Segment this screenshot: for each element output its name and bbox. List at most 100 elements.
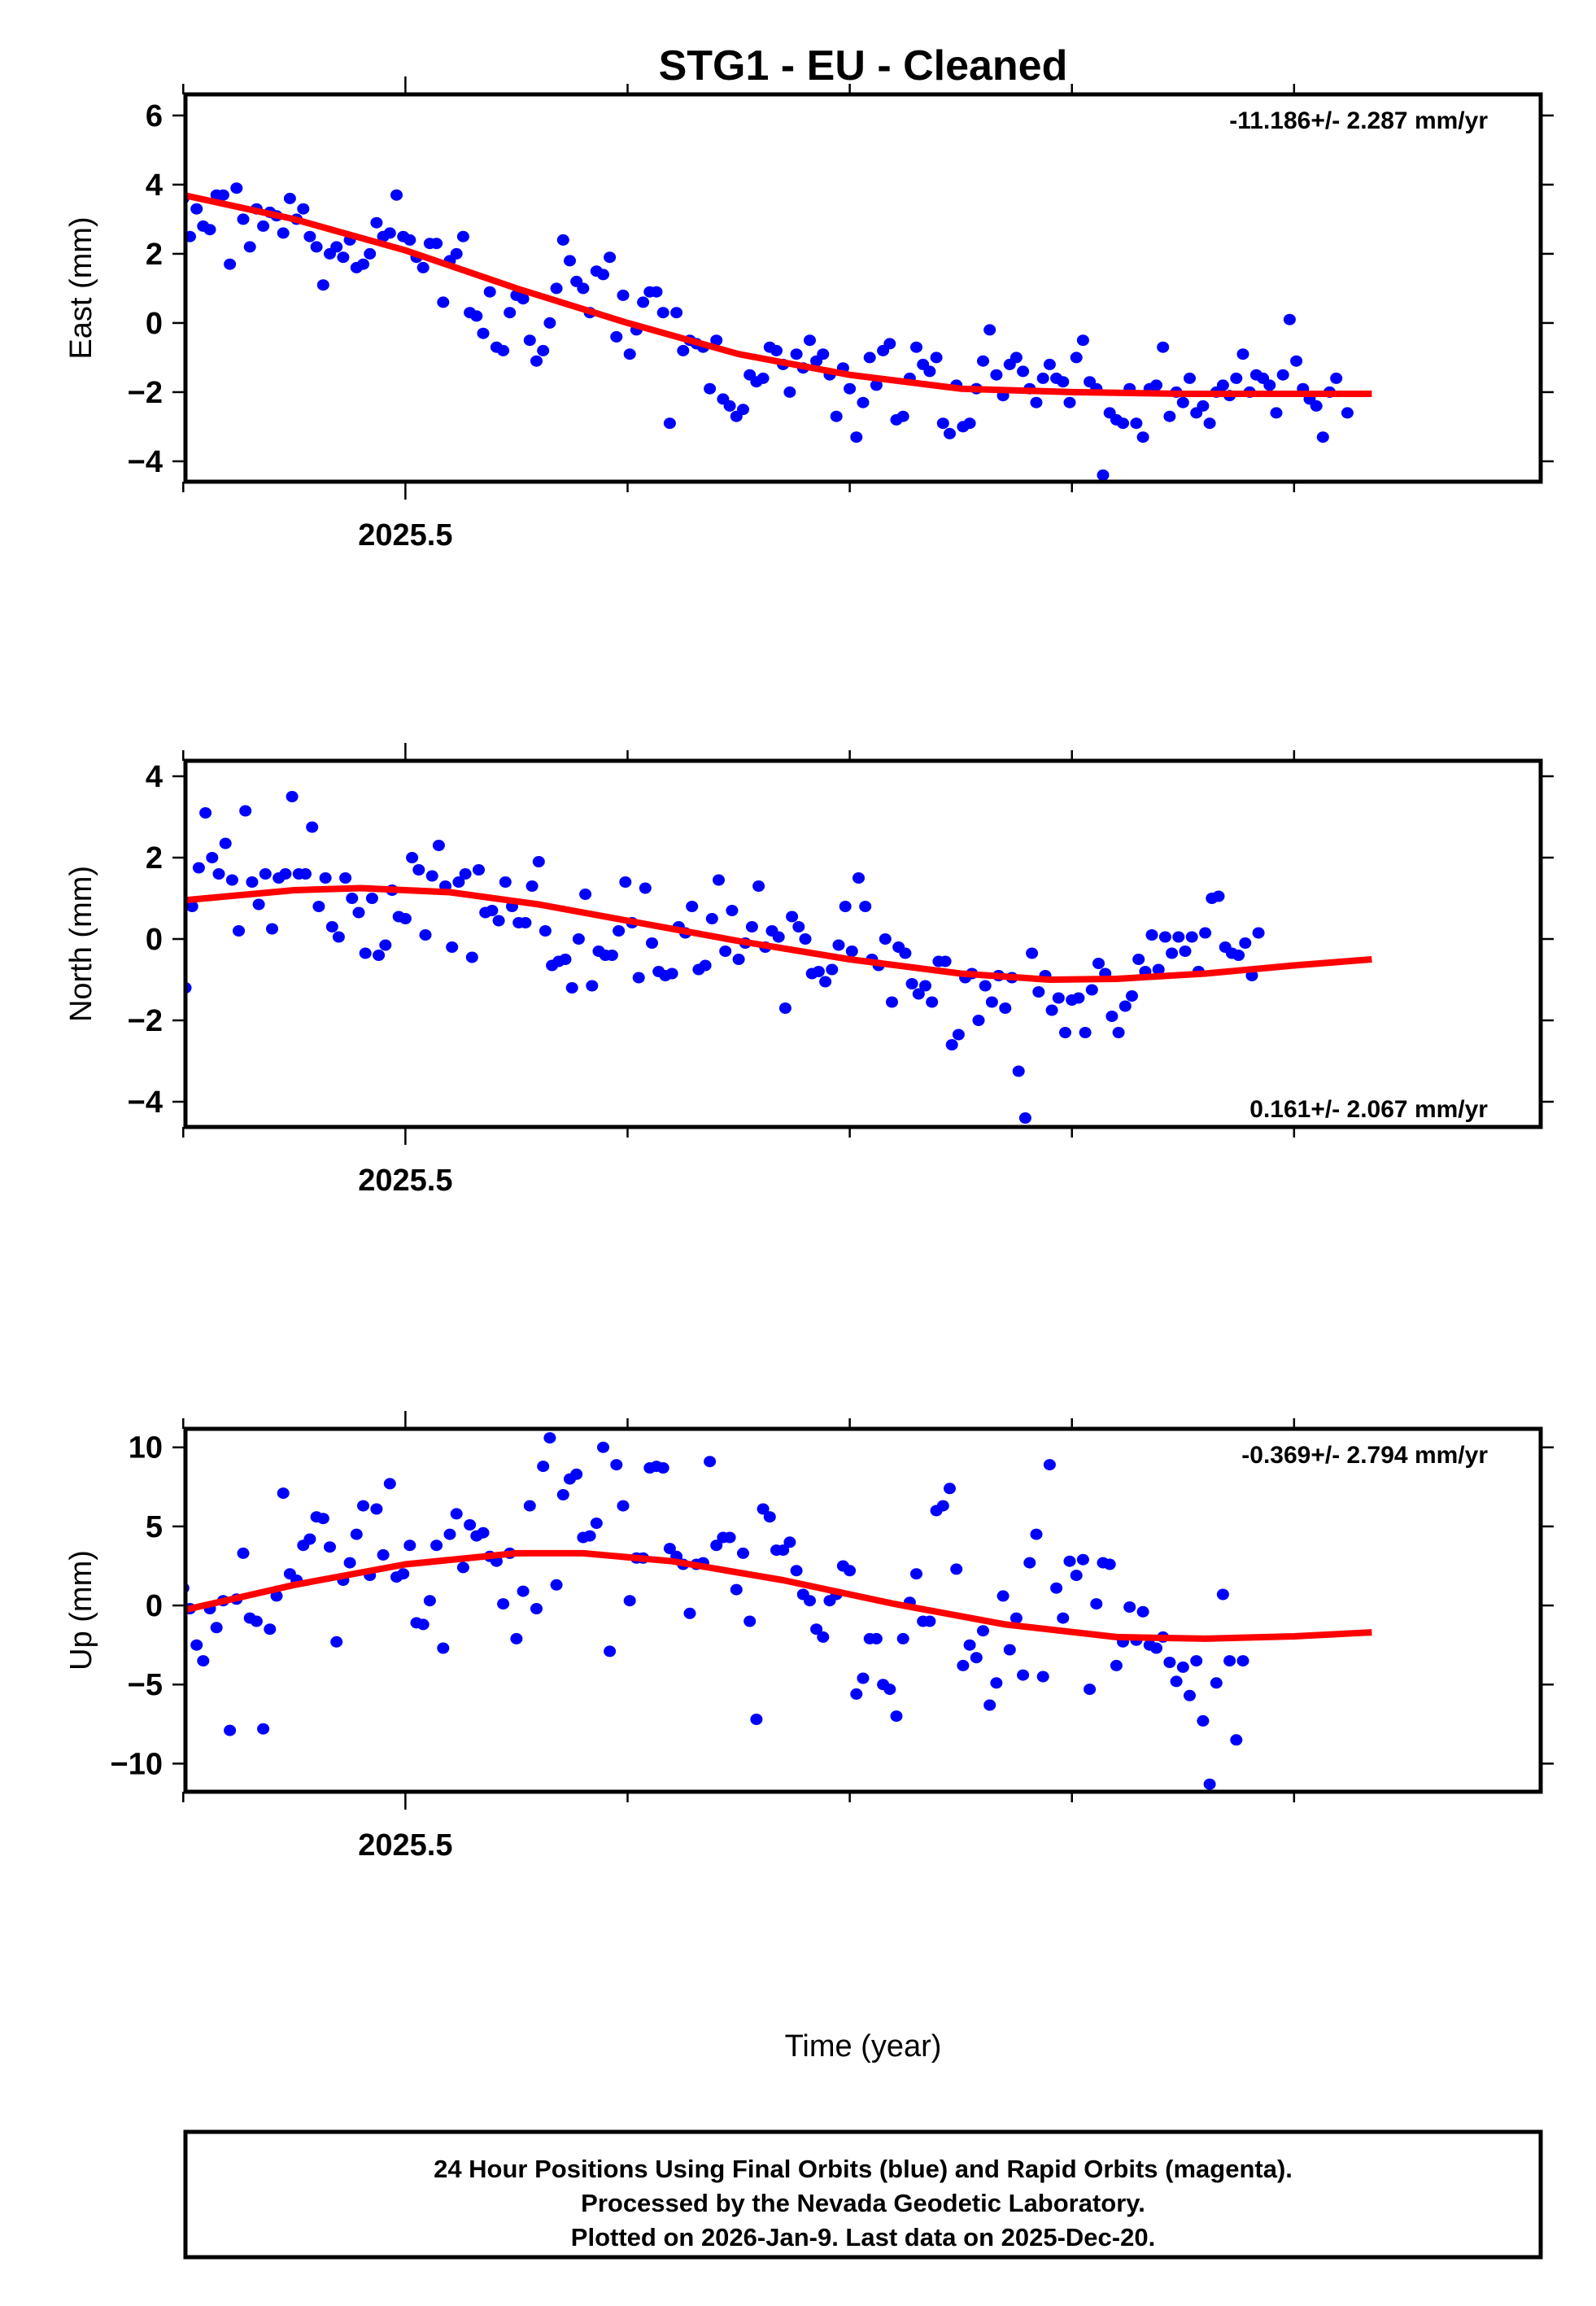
data-point — [804, 334, 816, 347]
data-point — [972, 1015, 985, 1026]
data-point — [944, 1483, 956, 1495]
data-point — [699, 959, 712, 972]
data-point — [352, 906, 365, 919]
footer-frame — [183, 2129, 1543, 2260]
data-point — [883, 1684, 896, 1696]
east-panel: 6 4 2 0 −2 −4 2025.5 East (mm) -11.186+/- 2.287 … — [15, 76, 1554, 552]
y-tick-label: 0 — [146, 1589, 163, 1623]
data-point — [1026, 947, 1039, 959]
data-point — [1045, 1004, 1058, 1016]
data-point — [120, 895, 132, 906]
data-point — [1130, 417, 1143, 430]
data-point — [604, 251, 617, 264]
data-point — [1017, 1669, 1030, 1681]
data-point — [224, 258, 237, 270]
data-point — [1341, 407, 1354, 419]
data-point — [95, 113, 107, 124]
data-point — [171, 1630, 183, 1641]
data-point — [750, 1714, 763, 1725]
data-point — [1157, 341, 1170, 353]
data-point — [230, 182, 243, 194]
data-point — [306, 821, 319, 833]
data-point — [510, 1632, 523, 1644]
data-point — [604, 1645, 617, 1657]
data-point — [133, 897, 145, 908]
data-point — [26, 944, 38, 955]
data-point — [1230, 1734, 1243, 1746]
footer-line-2: Processed by the Nevada Geodetic Laborat… — [581, 2189, 1145, 2217]
data-point — [963, 417, 976, 430]
data-point — [857, 1672, 870, 1684]
data-point — [763, 1511, 776, 1523]
data-point — [912, 988, 925, 1000]
data-point — [312, 901, 325, 912]
data-point — [1172, 931, 1185, 943]
data-point — [845, 946, 858, 957]
data-point — [279, 868, 292, 880]
data-point — [726, 905, 739, 916]
data-point — [430, 238, 443, 250]
data-point — [397, 1568, 410, 1580]
data-point — [225, 874, 238, 886]
data-point — [826, 963, 839, 976]
data-point — [370, 216, 383, 229]
data-point — [55, 162, 68, 173]
data-point — [53, 913, 65, 924]
velocity-rate-label: -11.186+/- 2.287 mm/yr — [1229, 107, 1488, 134]
data-point — [550, 1579, 563, 1591]
data-point — [185, 901, 198, 912]
data-point — [870, 1632, 883, 1644]
data-point — [1119, 1000, 1132, 1012]
data-point — [364, 247, 377, 260]
data-point — [104, 1481, 116, 1492]
data-point — [677, 344, 690, 356]
data-point — [319, 872, 332, 884]
data-point — [437, 1642, 450, 1654]
data-point — [1032, 986, 1045, 998]
data-point — [286, 791, 299, 802]
data-point — [166, 889, 178, 900]
data-point — [570, 1468, 583, 1480]
data-point — [879, 933, 892, 945]
data-point — [243, 241, 256, 253]
data-point — [1163, 1657, 1176, 1668]
data-point — [1017, 365, 1030, 378]
data-point — [206, 852, 219, 863]
data-point — [1283, 313, 1296, 325]
data-point — [456, 1561, 469, 1574]
data-point — [250, 1615, 263, 1627]
data-point — [713, 874, 725, 886]
data-point — [37, 1679, 50, 1690]
data-point — [790, 348, 803, 360]
data-point — [1023, 1557, 1036, 1569]
data-point — [1030, 396, 1043, 408]
data-point — [157, 1561, 169, 1572]
data-point — [832, 939, 845, 951]
x-tick-label: 2025.5 — [358, 518, 452, 552]
data-point — [1203, 417, 1216, 430]
data-point — [102, 196, 114, 207]
data-point — [656, 307, 669, 319]
footer-box: 24 Hour Positions Using Final Orbits (bl… — [183, 2129, 1543, 2260]
data-point — [190, 203, 203, 215]
footer-line-1: 24 Hour Positions Using Final Orbits (bl… — [434, 2155, 1293, 2183]
velocity-rate-label: 0.161+/- 2.067 mm/yr — [1249, 1096, 1488, 1123]
data-point — [483, 286, 496, 298]
data-point — [723, 1531, 736, 1544]
y-tick-label: −2 — [128, 376, 163, 410]
data-point — [264, 1623, 277, 1636]
data-point — [1270, 407, 1283, 419]
data-point — [577, 282, 590, 295]
data-point — [1090, 1598, 1103, 1610]
data-point — [299, 868, 312, 880]
data-point — [90, 1680, 102, 1692]
data-point — [477, 327, 490, 339]
data-point — [0, 1611, 10, 1622]
data-point — [15, 141, 27, 152]
data-point — [1052, 992, 1065, 1004]
data-point — [719, 946, 732, 957]
data-point — [41, 203, 54, 215]
data-point — [20, 921, 32, 932]
data-point — [64, 1685, 76, 1697]
data-point — [732, 954, 745, 965]
